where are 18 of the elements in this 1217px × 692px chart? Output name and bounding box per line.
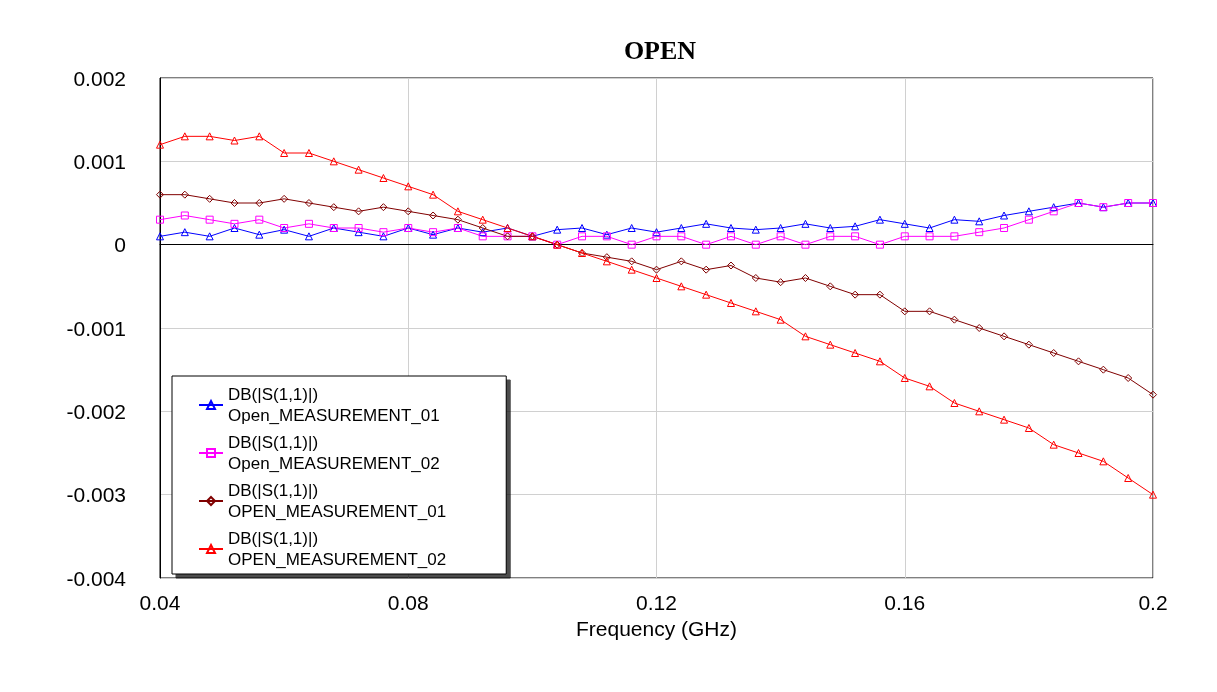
y-tick-label: 0 bbox=[114, 233, 126, 257]
chart-title: OPEN bbox=[623, 35, 697, 65]
y-tick-label: 0.002 bbox=[73, 66, 126, 90]
y-tick-label: -0.001 bbox=[66, 316, 126, 340]
x-tick-label: 0.12 bbox=[636, 591, 677, 614]
x-axis-title: Frequency (GHz) bbox=[575, 616, 738, 640]
x-tick-label: 0.08 bbox=[387, 591, 429, 614]
legend-label: DB(|S(1,1)|) OPEN_MEASUREMENT_02 bbox=[228, 529, 447, 569]
x-tick-label: 0.2 bbox=[1138, 591, 1168, 614]
x-tick-label: 0.16 bbox=[884, 591, 926, 614]
y-tick-label: 0.001 bbox=[73, 149, 126, 173]
y-tick-label: -0.003 bbox=[66, 483, 126, 507]
legend-label: DB(|S(1,1)|) Open_MEASUREMENT_01 bbox=[228, 385, 440, 425]
legend-label: DB(|S(1,1)|) Open_MEASUREMENT_02 bbox=[228, 433, 440, 473]
legend-label: DB(|S(1,1)|) OPEN_MEASUREMENT_01 bbox=[228, 481, 447, 521]
x-tick-label: 0.04 bbox=[139, 591, 181, 614]
y-tick-label: -0.004 bbox=[66, 566, 127, 590]
y-tick-label: -0.002 bbox=[66, 399, 126, 423]
